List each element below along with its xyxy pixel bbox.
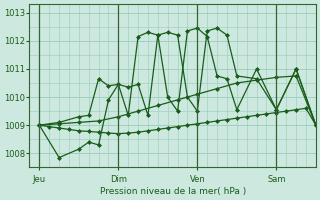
X-axis label: Pression niveau de la mer( hPa ): Pression niveau de la mer( hPa ) (100, 187, 246, 196)
